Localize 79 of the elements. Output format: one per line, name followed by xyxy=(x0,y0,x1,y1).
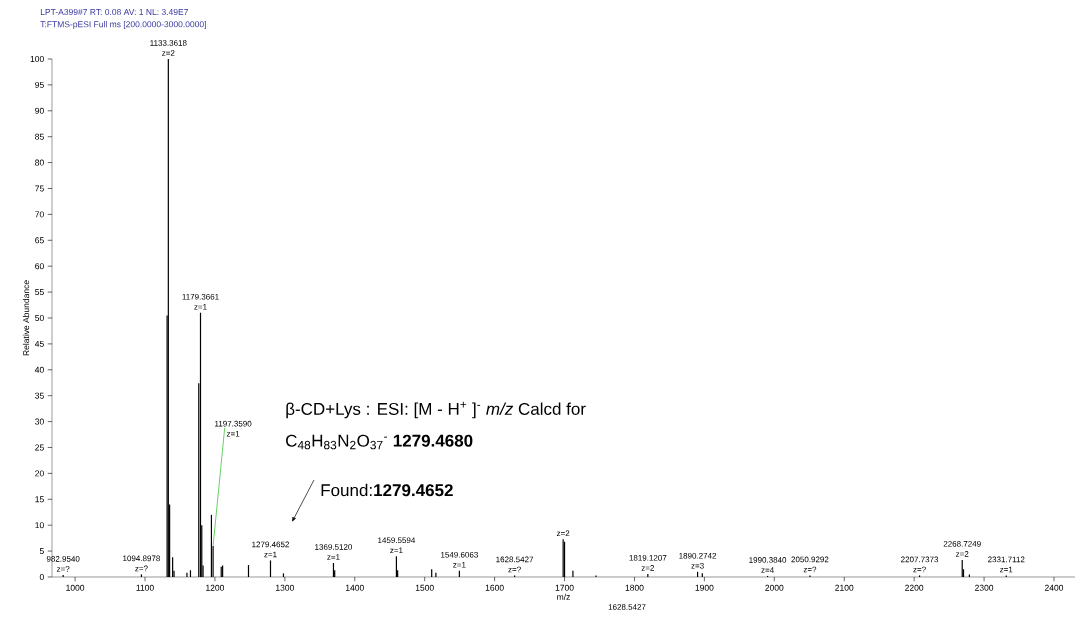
y-tick-label: 40 xyxy=(34,366,44,373)
x-tick-label: 1100 xyxy=(136,584,154,591)
annotation: z=3 xyxy=(691,562,704,569)
x-tick-label: 1200 xyxy=(206,584,225,591)
annotation: 1549.6063 xyxy=(441,551,478,558)
y-tick-label: 10 xyxy=(35,522,44,529)
annotation: z=1 xyxy=(327,554,340,560)
annotation: z=4 xyxy=(761,567,774,573)
annotation: z=1 xyxy=(390,547,403,554)
y-tick-label: 0 xyxy=(39,573,44,580)
annotation: z=? xyxy=(135,565,148,572)
y-tick-label: 55 xyxy=(35,289,44,296)
y-tick-label: 60 xyxy=(35,263,44,270)
x-tick-label: 1800 xyxy=(625,584,644,591)
x-tick-label: 1500 xyxy=(415,584,434,591)
annotation: z=1 xyxy=(194,304,207,310)
y-tick-label: 30 xyxy=(35,418,44,425)
annotation: z=2 xyxy=(556,530,570,536)
y-tick-label: 80 xyxy=(35,159,44,166)
annotation: 2268.7249 xyxy=(943,541,981,547)
annotation: 1819.1207 xyxy=(629,555,667,561)
y-tick-label: 15 xyxy=(35,496,44,503)
x-tick-label: 2100 xyxy=(835,584,854,591)
annotation: z=? xyxy=(56,566,70,572)
x-tick-label: 1000 xyxy=(66,584,85,591)
annotation: 1197.3590 xyxy=(215,420,252,427)
annotation: 1990.3840 xyxy=(749,557,787,563)
y-tick-label: 85 xyxy=(35,133,44,140)
y-tick-label: 95 xyxy=(35,81,44,88)
annotation: 2331.7112 xyxy=(988,556,1025,563)
x-tick-label: 1600 xyxy=(485,584,504,591)
x-tick-label: 2300 xyxy=(975,584,994,591)
annotation: z=1 xyxy=(264,551,277,558)
y-tick-label: 5 xyxy=(39,548,44,555)
text: C$_{48}$H$_{83}$N$_{2}$O$_{37}$$^{-}$ 1279.4680 xyxy=(286,434,473,450)
annotation: z=? xyxy=(913,566,926,573)
y-tick-label: 90 xyxy=(35,107,44,114)
y-tick-label: 45 xyxy=(34,340,44,347)
text: T:FTMS-pESI Full ms [200.0000-3000.0000] xyxy=(40,21,206,29)
y-tick-label: 50 xyxy=(35,314,44,321)
text: LPT-A399#7 RT: 0.08 AV: 1 NL: 3.49E7 xyxy=(40,8,188,15)
annotation: z=1 xyxy=(453,562,466,568)
annotation: z=1 xyxy=(1000,566,1013,573)
annotation: z=1 xyxy=(226,431,240,437)
y-tick-label: 35 xyxy=(35,392,44,399)
x-axis-title: m/z xyxy=(557,593,570,600)
annotation: 1628.5427 xyxy=(496,556,534,563)
y-axis-title: Relative Abundance xyxy=(22,280,30,356)
y-tick-label: 75 xyxy=(35,185,44,192)
annotation: 1459.5594 xyxy=(378,537,416,544)
y-tick-label: 20 xyxy=(35,470,44,477)
x-tick-label: 1700 xyxy=(555,584,574,591)
annotation: 982.9540 xyxy=(46,556,80,562)
annotation: 2207.7373 xyxy=(901,556,939,563)
annotation: 1890.2742 xyxy=(679,552,717,559)
y-tick-label: 65 xyxy=(35,237,44,244)
y-tick-label: 100 xyxy=(30,55,44,62)
x-tick-label: 2400 xyxy=(1044,584,1064,591)
annotation: 1369.5120 xyxy=(315,544,353,550)
annotation: 1179.3661 xyxy=(182,293,219,300)
x-tick-label: 2000 xyxy=(765,584,784,591)
y-tick-label: 25 xyxy=(35,444,44,451)
annotation: 1279.4652 xyxy=(252,541,289,548)
annotation: z=2 xyxy=(955,551,969,557)
x-tick-label: 1400 xyxy=(345,584,364,591)
annotation: z=2 xyxy=(162,50,175,56)
annotation: 1094.8978 xyxy=(123,555,160,562)
annotation: z=? xyxy=(803,566,817,573)
annotation: 1133.3618 xyxy=(150,40,187,46)
x-tick-label: 1300 xyxy=(276,584,294,591)
text: 1628.5427 xyxy=(608,604,646,610)
annotation: 2050.9292 xyxy=(791,556,829,563)
y-tick-label: 70 xyxy=(35,211,44,218)
annotation: z=2 xyxy=(641,565,654,571)
annotation: Found:1279.4652 xyxy=(321,483,453,497)
annotation: β-CD+Lys : ESI: [M - H$^{+}$ ]$^{-}$ m/z Calcd for xyxy=(286,401,586,419)
x-tick-label: 2200 xyxy=(905,584,924,591)
annotation: z=? xyxy=(508,566,521,573)
x-tick-label: 1900 xyxy=(695,584,714,591)
